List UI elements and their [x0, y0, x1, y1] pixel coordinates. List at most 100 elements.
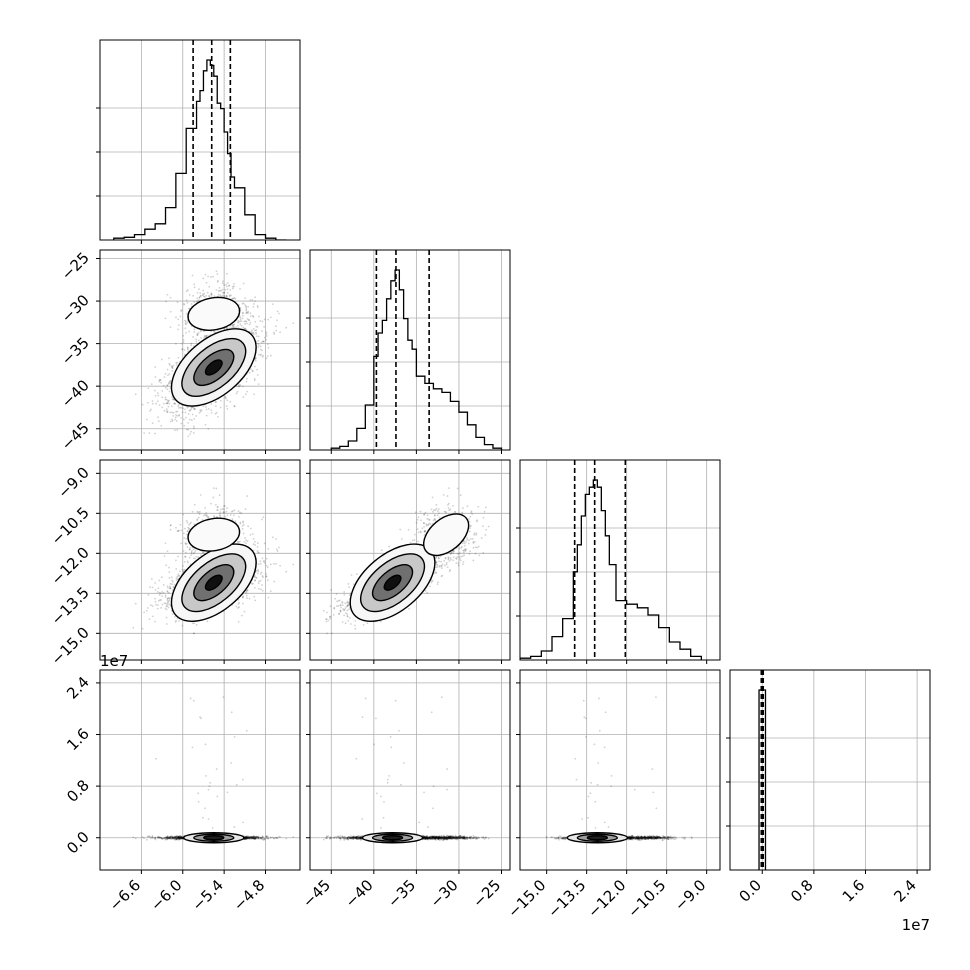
sample-point	[182, 570, 185, 572]
sample-point	[182, 550, 185, 552]
sample-point	[225, 327, 228, 329]
sample-point	[168, 390, 171, 393]
sample-point	[210, 403, 213, 405]
sample-point	[237, 321, 239, 324]
sample-point	[151, 586, 154, 589]
sample-point	[254, 296, 257, 299]
sample-point	[241, 317, 244, 320]
sample-point	[249, 533, 252, 536]
sample-point	[266, 355, 269, 358]
sample-point	[158, 591, 161, 594]
sample-point	[165, 564, 168, 567]
sample-point	[256, 550, 259, 552]
sample-point	[213, 516, 216, 518]
sample-point	[186, 521, 189, 524]
sample-point	[188, 307, 190, 310]
sample-point	[192, 294, 194, 297]
sample-point	[243, 610, 246, 613]
sample-point	[241, 602, 244, 605]
sample-point	[206, 334, 209, 337]
sample-point	[242, 302, 245, 305]
sample-point	[221, 295, 224, 297]
sample-point	[169, 382, 172, 385]
sample-point	[207, 427, 210, 430]
sample-point	[187, 421, 190, 424]
sample-point	[207, 275, 210, 278]
sample-point	[157, 416, 159, 419]
sample-point	[231, 285, 234, 288]
sample-point	[154, 376, 157, 378]
sample-point	[177, 356, 180, 359]
sample-point	[184, 408, 186, 411]
sample-point	[180, 310, 183, 312]
sample-point	[171, 370, 174, 372]
sample-point	[166, 402, 169, 405]
sample-point	[246, 589, 249, 592]
sample-point	[185, 290, 188, 293]
sample-point	[171, 365, 174, 368]
sample-point	[173, 583, 176, 586]
sample-point	[188, 409, 191, 412]
sample-point	[259, 348, 262, 351]
sample-point	[165, 300, 168, 303]
sample-point	[197, 299, 200, 302]
sample-point	[222, 294, 225, 297]
sample-point	[225, 285, 228, 288]
sample-point	[163, 602, 166, 605]
sample-point	[213, 515, 215, 517]
sample-point	[168, 599, 171, 602]
sample-point	[223, 511, 226, 514]
sample-point	[198, 288, 200, 291]
sample-point	[220, 289, 222, 292]
sample-point	[237, 603, 240, 605]
sample-point	[265, 564, 268, 567]
sample-point	[214, 412, 217, 415]
sample-point	[180, 422, 183, 425]
sample-point	[279, 331, 282, 334]
sample-point	[158, 379, 161, 382]
sample-point	[250, 331, 252, 333]
sample-point	[165, 398, 168, 401]
sample-point	[186, 346, 189, 349]
sample-point	[189, 522, 192, 525]
sample-point	[245, 311, 248, 314]
sample-point	[261, 356, 264, 358]
sample-point	[171, 579, 174, 582]
sample-point	[150, 408, 152, 411]
sample-point	[261, 330, 263, 333]
sample-point	[159, 378, 161, 381]
sample-point	[185, 312, 188, 315]
sample-point	[229, 289, 232, 291]
sample-point	[242, 396, 245, 398]
sample-point	[199, 295, 202, 297]
sample-point	[246, 318, 249, 320]
sample-point	[265, 331, 268, 334]
sample-point	[254, 300, 256, 303]
sample-point	[259, 354, 262, 357]
sample-point	[186, 546, 189, 548]
sample-point	[186, 321, 189, 324]
sample-point	[238, 606, 240, 609]
sample-point	[169, 587, 172, 590]
sample-point	[161, 595, 164, 597]
sample-point	[255, 335, 258, 338]
sample-point	[161, 396, 164, 399]
sample-point	[191, 510, 194, 513]
sample-point	[263, 542, 266, 545]
sample-point	[168, 399, 170, 402]
sample-point	[252, 538, 255, 540]
sample-point	[267, 318, 270, 321]
sample-point	[223, 295, 226, 298]
sample-point	[241, 596, 244, 599]
sample-point	[185, 416, 187, 419]
sample-point	[200, 336, 203, 339]
sample-point	[154, 394, 157, 397]
sample-point	[255, 329, 258, 332]
sample-point	[253, 393, 256, 396]
sample-point	[285, 326, 288, 329]
sample-point	[221, 282, 224, 285]
sample-point	[216, 509, 219, 511]
sample-point	[159, 592, 162, 595]
sample-point	[186, 561, 189, 564]
sample-point	[166, 599, 169, 602]
